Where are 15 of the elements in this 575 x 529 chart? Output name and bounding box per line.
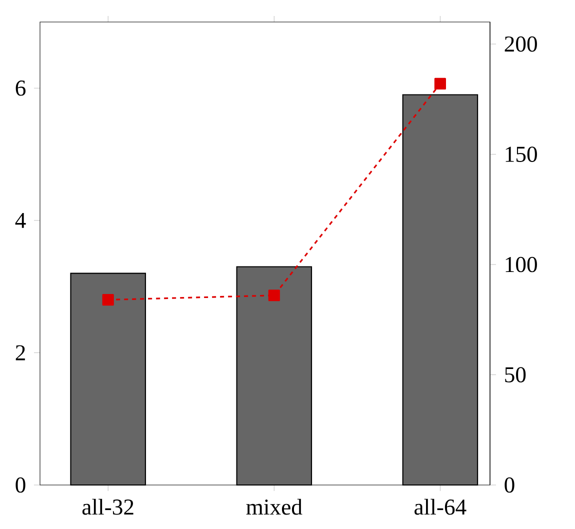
point <box>102 294 114 306</box>
y2-tick-label: 50 <box>505 367 526 382</box>
y-tick-label: 0 <box>16 477 26 493</box>
point <box>268 290 280 302</box>
y-tick-label: 4 <box>15 212 26 228</box>
y-tick-label: 6 <box>16 80 26 96</box>
y-tick-label: 2 <box>16 345 25 360</box>
y2-tick-label: 200 <box>504 36 537 52</box>
x-tick-label: mixed <box>246 498 302 515</box>
x-tick-label: all-32 <box>82 498 134 515</box>
x-tick-label: all-64 <box>414 498 466 515</box>
point <box>434 78 446 90</box>
y2-tick-label: 100 <box>506 256 537 272</box>
y2-tick-label: 150 <box>506 146 537 162</box>
y2-tick-label: 0 <box>504 477 514 493</box>
